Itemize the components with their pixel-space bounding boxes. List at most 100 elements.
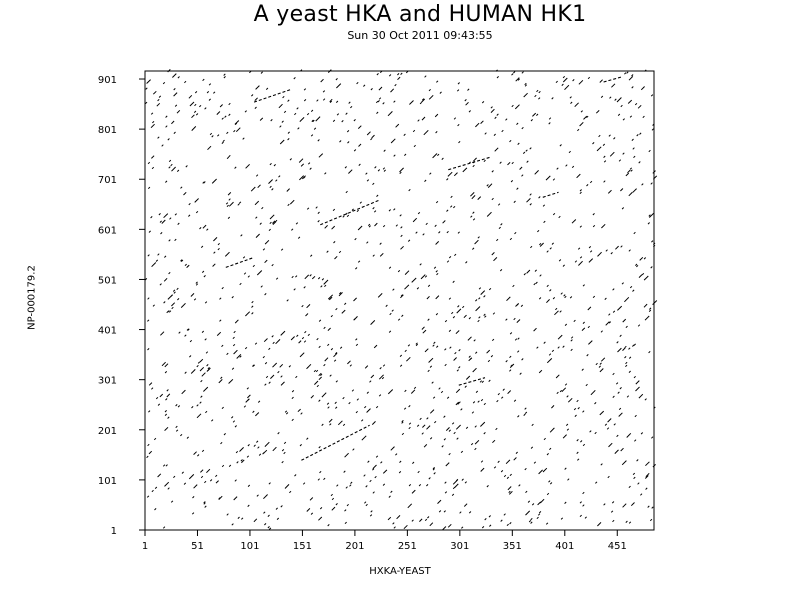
dot-mark bbox=[228, 464, 232, 467]
dot-mark bbox=[288, 365, 291, 368]
dot-mark bbox=[242, 137, 245, 140]
dot-mark bbox=[450, 195, 453, 199]
dot-mark bbox=[172, 289, 176, 292]
dot-mark bbox=[470, 215, 473, 218]
dot-mark bbox=[516, 187, 519, 190]
dot-mark bbox=[582, 410, 585, 413]
dot-mark bbox=[604, 423, 608, 426]
dot-mark bbox=[627, 169, 631, 174]
dot-mark bbox=[480, 398, 484, 402]
dot-mark bbox=[505, 118, 508, 121]
dot-mark bbox=[633, 155, 636, 159]
dot-mark bbox=[209, 479, 213, 482]
dot-mark bbox=[471, 411, 475, 414]
dot-mark bbox=[636, 459, 639, 462]
dot-mark bbox=[533, 461, 537, 464]
dot-mark bbox=[628, 76, 634, 81]
dot-mark bbox=[271, 335, 274, 338]
dot-mark bbox=[457, 231, 460, 234]
dot-mark bbox=[323, 363, 326, 367]
dot-mark bbox=[565, 423, 569, 426]
dot-mark bbox=[603, 180, 606, 183]
dot-mark bbox=[490, 355, 494, 358]
dot-mark bbox=[538, 511, 542, 514]
dot-mark bbox=[196, 364, 199, 368]
dot-mark bbox=[255, 85, 260, 90]
dot-mark bbox=[345, 486, 348, 489]
dot-mark bbox=[546, 284, 549, 288]
dot-mark bbox=[147, 297, 150, 300]
dot-mark bbox=[233, 129, 236, 133]
dot-mark bbox=[166, 389, 169, 392]
dot-mark bbox=[442, 220, 446, 224]
dot-mark bbox=[622, 118, 625, 121]
dot-mark bbox=[377, 169, 381, 172]
dot-mark bbox=[433, 472, 436, 475]
dot-mark bbox=[330, 493, 333, 497]
dot-mark bbox=[600, 95, 604, 98]
dot-mark bbox=[168, 159, 172, 163]
dot-mark bbox=[175, 429, 179, 432]
dot-mark bbox=[632, 472, 636, 476]
dot-mark bbox=[327, 524, 330, 527]
dot-mark bbox=[254, 106, 257, 109]
dot-mark bbox=[275, 219, 278, 223]
dot-mark bbox=[328, 418, 333, 423]
dot-mark bbox=[586, 354, 589, 357]
dot-mark bbox=[226, 352, 229, 356]
dot-mark bbox=[388, 330, 392, 333]
dot-mark bbox=[408, 484, 412, 487]
dot-mark bbox=[467, 88, 470, 91]
dot-mark bbox=[562, 434, 567, 439]
dot-mark bbox=[587, 76, 591, 80]
dot-mark bbox=[298, 340, 302, 344]
dot-mark bbox=[164, 426, 169, 431]
dot-mark bbox=[234, 166, 237, 169]
dot-mark bbox=[617, 305, 623, 311]
dot-mark bbox=[631, 138, 634, 141]
diagonal-match-segment bbox=[225, 256, 255, 268]
dot-mark bbox=[519, 372, 522, 375]
dot-mark bbox=[583, 115, 588, 120]
dot-mark bbox=[401, 432, 405, 436]
dot-mark bbox=[517, 415, 520, 418]
dot-mark bbox=[222, 139, 225, 143]
dot-mark bbox=[484, 518, 487, 521]
dot-mark bbox=[536, 113, 539, 116]
dot-mark bbox=[382, 167, 386, 170]
dot-mark bbox=[438, 387, 441, 390]
dot-mark bbox=[316, 337, 319, 341]
dot-mark bbox=[202, 181, 205, 184]
dot-mark bbox=[279, 363, 284, 368]
dot-mark bbox=[628, 521, 632, 524]
dot-mark bbox=[433, 266, 437, 269]
dot-mark bbox=[407, 344, 411, 347]
dot-mark bbox=[571, 219, 577, 224]
dot-mark bbox=[247, 398, 250, 401]
dot-mark bbox=[508, 490, 511, 494]
dot-mark bbox=[626, 395, 630, 398]
dot-mark bbox=[471, 195, 476, 200]
dot-mark bbox=[555, 307, 558, 311]
dot-mark bbox=[530, 521, 533, 524]
dot-mark bbox=[355, 410, 358, 414]
dot-mark bbox=[509, 355, 512, 359]
dot-mark bbox=[652, 123, 655, 126]
dot-mark bbox=[622, 318, 627, 323]
dot-mark bbox=[158, 95, 162, 98]
dot-mark bbox=[455, 424, 461, 430]
dot-mark bbox=[366, 391, 369, 394]
dot-mark bbox=[259, 117, 264, 121]
dot-mark bbox=[549, 289, 552, 292]
dot-mark bbox=[567, 478, 570, 481]
dot-mark bbox=[303, 340, 307, 343]
dot-mark bbox=[163, 301, 166, 304]
dot-mark bbox=[281, 120, 284, 123]
x-tick-label: 151 bbox=[293, 541, 312, 552]
dot-mark bbox=[378, 86, 383, 91]
dot-mark bbox=[197, 454, 200, 457]
dot-mark bbox=[475, 306, 481, 312]
dot-mark bbox=[554, 310, 559, 316]
dot-mark bbox=[569, 96, 572, 99]
dot-mark bbox=[371, 421, 376, 425]
